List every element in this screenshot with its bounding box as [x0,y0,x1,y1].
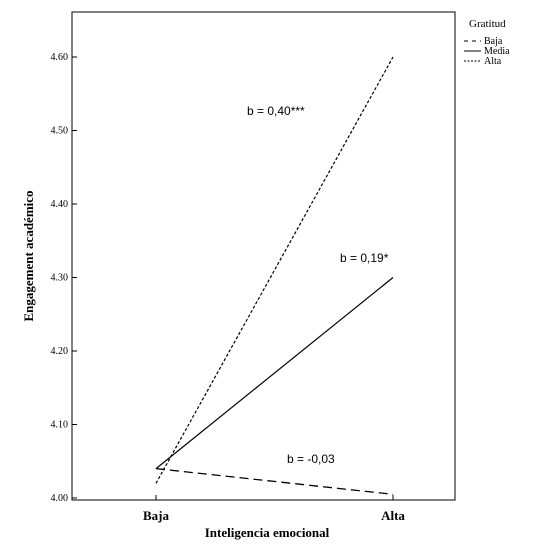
series-line-media [155,277,394,470]
annotation-media: b = 0,19* [340,251,389,265]
legend-label-alta: Alta [484,56,502,67]
y-axis: 4.00 4.10 4.20 4.30 4.40 4.50 4.60 [51,52,77,504]
y-axis-title: Engagement académico [21,190,36,321]
x-tick-label: Baja [143,508,170,523]
series-line-baja [155,467,394,495]
y-tick-label: 4.40 [51,199,69,210]
y-tick-label: 4.60 [51,52,69,63]
series-lines [155,56,394,495]
legend-label-media: Media [484,46,510,57]
series-line-alta [155,56,394,484]
x-axis-title: Inteligencia emocional [205,525,330,540]
y-tick-label: 4.30 [51,273,69,284]
plot-area [71,11,456,501]
x-tick-label: Alta [381,508,405,523]
y-tick-label: 4.20 [51,346,69,357]
y-tick-label: 4.50 [51,126,69,137]
annotation-alta: b = 0,40*** [247,104,305,118]
legend-title: Gratitud [469,18,506,30]
y-tick-label: 4.00 [51,493,69,504]
annotation-baja: b = -0,03 [287,452,335,466]
y-tick-label: 4.10 [51,420,69,431]
x-axis: Baja Alta [143,495,405,523]
legend-label-baja: Baja [484,36,503,47]
